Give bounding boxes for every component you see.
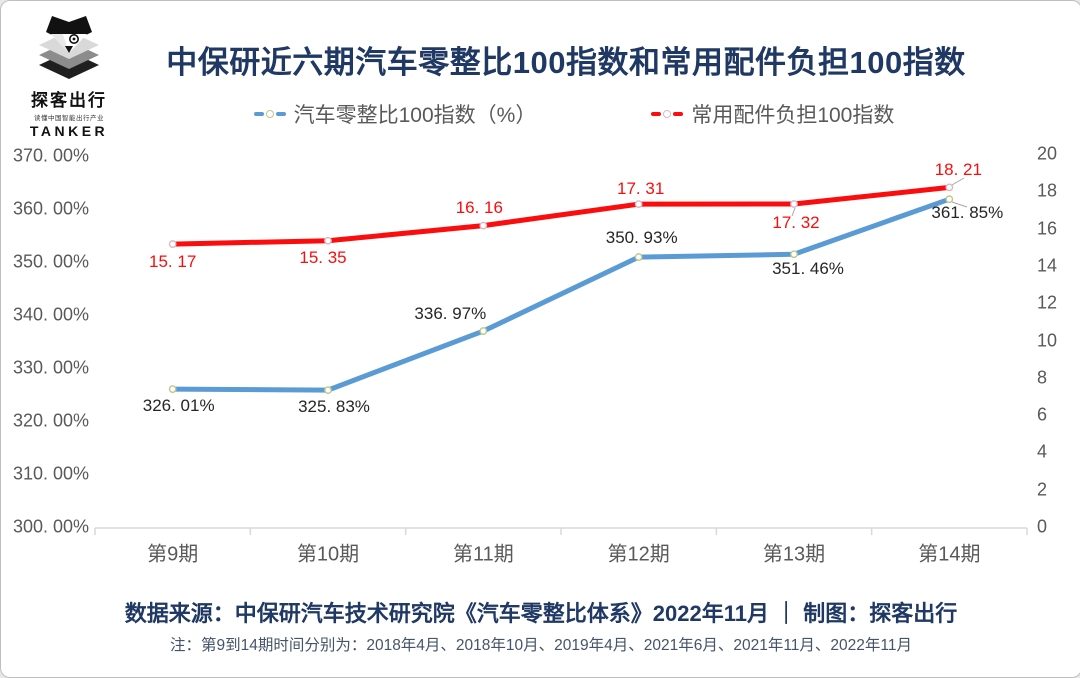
x-category-label: 第11期 bbox=[452, 543, 514, 566]
data-label: 361. 85% bbox=[931, 203, 1004, 223]
right-axis-tick-label: 12 bbox=[1037, 292, 1058, 313]
footnote-line: 注：第9到14期时间分别为：2018年4月、2018年10月、2019年4月、2… bbox=[169, 637, 913, 654]
x-category-label: 第9期 bbox=[147, 543, 199, 566]
data-label: 326. 01% bbox=[142, 396, 215, 416]
legend-item-parts-ratio: 汽车零整比100指数（%） bbox=[253, 99, 537, 129]
logo-brand-cn: 探客出行 bbox=[31, 91, 107, 110]
legend-item-parts-burden: 常用配件负担100指数 bbox=[651, 99, 894, 129]
chart-title: 中保研近六期汽车零整比100指数和常用配件负担100指数 bbox=[166, 45, 966, 80]
logo-tagline: 读懂中国智能出行产业 bbox=[34, 115, 104, 122]
data-label: 17. 32 bbox=[772, 212, 820, 232]
data-source-line: 数据来源：中保研汽车技术研究院《汽车零整比体系》2022年11月 ｜ 制图：探客… bbox=[124, 601, 958, 626]
data-label: 351. 46% bbox=[772, 259, 844, 279]
data-label: 350. 93% bbox=[605, 228, 678, 248]
right-axis-tick-label: 16 bbox=[1037, 218, 1058, 239]
right-axis-tick-label: 0 bbox=[1037, 516, 1048, 537]
data-label: 18. 21 bbox=[934, 160, 982, 180]
data-label: 15. 35 bbox=[299, 247, 347, 267]
right-axis-tick-label: 8 bbox=[1037, 367, 1048, 388]
data-label: 15. 17 bbox=[149, 252, 197, 272]
tanker-logo: 探客出行 读懂中国智能出行产业 TANKER bbox=[19, 13, 119, 139]
left-axis-tick-label: 320. 00% bbox=[12, 410, 89, 431]
chart-legend: 汽车零整比100指数（%） 常用配件负担100指数 bbox=[1, 99, 1080, 129]
data-label: 325. 83% bbox=[298, 397, 370, 417]
x-category-label: 第13期 bbox=[762, 543, 826, 566]
left-axis-tick-label: 300. 00% bbox=[12, 516, 89, 537]
x-category-label: 第12期 bbox=[607, 543, 670, 566]
left-axis-tick-label: 370. 00% bbox=[12, 145, 89, 166]
right-axis-tick-label: 10 bbox=[1037, 330, 1058, 350]
x-category-label: 第14期 bbox=[918, 543, 981, 566]
legend-label: 常用配件负担100指数 bbox=[691, 104, 895, 127]
data-label: 16. 16 bbox=[455, 197, 503, 217]
right-axis-tick-label: 20 bbox=[1037, 143, 1058, 164]
right-axis-tick-label: 18 bbox=[1037, 180, 1058, 201]
left-axis-tick-label: 360. 00% bbox=[12, 198, 89, 219]
data-label: 17. 31 bbox=[617, 179, 665, 199]
right-axis-tick-label: 4 bbox=[1037, 441, 1048, 462]
detective-layers-icon bbox=[39, 16, 99, 79]
right-axis-tick-label: 14 bbox=[1037, 255, 1058, 276]
left-axis-tick-label: 350. 00% bbox=[12, 251, 89, 272]
x-category-label: 第10期 bbox=[296, 543, 360, 566]
left-axis-tick-label: 340. 00% bbox=[12, 304, 89, 325]
right-axis-tick-label: 2 bbox=[1037, 479, 1048, 500]
line-marker-icon bbox=[651, 110, 684, 118]
line-marker-icon bbox=[253, 110, 286, 118]
left-axis-tick-label: 330. 00% bbox=[12, 357, 89, 378]
logo-brand-en: TANKER bbox=[29, 123, 109, 139]
legend-label: 汽车零整比100指数（%） bbox=[293, 104, 537, 127]
data-label: 336. 97% bbox=[414, 304, 487, 324]
left-axis-tick-label: 310. 00% bbox=[12, 463, 89, 484]
right-axis-tick-label: 6 bbox=[1037, 404, 1048, 425]
